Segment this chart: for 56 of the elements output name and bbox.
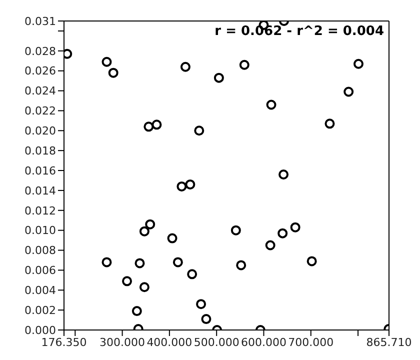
point (102, 56, 112, 67)
y-tick-label: 0.018 (24, 144, 56, 158)
y-tick-label: 0.002 (24, 304, 56, 317)
point (236, 260, 246, 270)
x-tick-label: 400.000 (146, 336, 192, 349)
point (152, 120, 162, 130)
y-tick-label: 0.000 (24, 324, 56, 337)
point (324, 118, 335, 129)
y-tick-label: 0.022 (24, 104, 56, 118)
x-tick-label: 300.000 (100, 336, 146, 349)
y-tick-label: 0.014 (24, 184, 56, 198)
point (176, 181, 187, 192)
point (214, 72, 224, 83)
point (180, 62, 190, 72)
y-tick-label: 0.031 (24, 14, 56, 28)
y-tick-label: 0.020 (24, 124, 56, 138)
y-tick-label: 0.004 (24, 284, 56, 298)
y-tick-label: 0.026 (24, 64, 56, 78)
point (139, 282, 150, 292)
point (122, 276, 132, 286)
x-tick-label: 600.000 (240, 336, 286, 349)
point (134, 258, 145, 268)
point (172, 257, 183, 268)
x-tick-label: 500.000 (194, 336, 240, 349)
y-tick-label: 0.006 (24, 264, 56, 278)
point (230, 225, 241, 236)
y-tick-label: 0.010 (24, 224, 56, 238)
point (278, 170, 289, 180)
point (144, 122, 154, 132)
point (266, 100, 276, 110)
point (187, 269, 198, 280)
y-tick-label: 0.012 (24, 204, 56, 218)
point (239, 60, 250, 70)
point (344, 86, 354, 97)
y-tick-label: 0.016 (24, 164, 56, 178)
point (139, 226, 150, 236)
point (102, 257, 112, 268)
y-tick-label: 0.024 (24, 84, 56, 98)
point (265, 240, 276, 250)
point (145, 219, 156, 230)
point (196, 299, 206, 310)
point (306, 256, 317, 266)
point (132, 306, 142, 316)
point (353, 58, 364, 69)
point (108, 68, 118, 78)
y-tick-label: 0.008 (24, 244, 56, 258)
y-tick-label: 0.028 (24, 44, 56, 58)
point (201, 314, 212, 324)
point (185, 179, 196, 190)
x-tick-label: 865.710 (366, 336, 412, 349)
point (278, 228, 288, 238)
point (290, 222, 300, 232)
x-tick-label: 700.000 (288, 336, 334, 349)
point (194, 126, 204, 136)
x-tick-label: 176.350 (41, 336, 87, 349)
point (167, 233, 178, 244)
